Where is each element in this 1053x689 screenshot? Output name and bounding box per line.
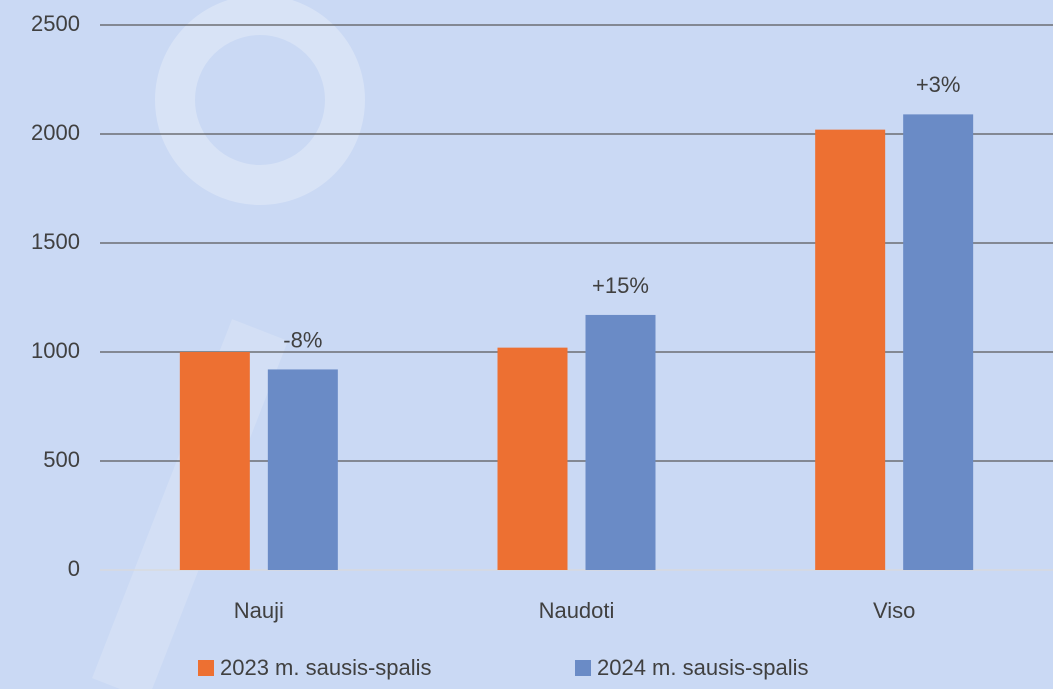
y-tick-label: 2500 xyxy=(31,11,80,36)
legend-swatch xyxy=(575,660,591,676)
legend-label: 2023 m. sausis-spalis xyxy=(220,655,432,680)
annotation: -8% xyxy=(283,327,322,352)
y-tick-label: 1500 xyxy=(31,229,80,254)
x-tick-label: Nauji xyxy=(234,598,284,623)
bar xyxy=(903,114,974,570)
x-tick-label: Naudoti xyxy=(539,598,615,623)
legend-label: 2024 m. sausis-spalis xyxy=(597,655,809,680)
annotation: +15% xyxy=(592,273,649,298)
y-tick-label: 2000 xyxy=(31,120,80,145)
bar xyxy=(585,314,656,570)
bar xyxy=(179,352,250,570)
y-tick-label: 500 xyxy=(43,447,80,472)
bar xyxy=(497,347,568,570)
x-tick-label: Viso xyxy=(873,598,915,623)
legend-swatch xyxy=(198,660,214,676)
bar xyxy=(267,369,338,570)
y-tick-label: 1000 xyxy=(31,338,80,363)
y-tick-label: 0 xyxy=(68,556,80,581)
annotation: +3% xyxy=(916,72,961,97)
bar xyxy=(815,129,886,570)
decoration xyxy=(155,0,365,205)
